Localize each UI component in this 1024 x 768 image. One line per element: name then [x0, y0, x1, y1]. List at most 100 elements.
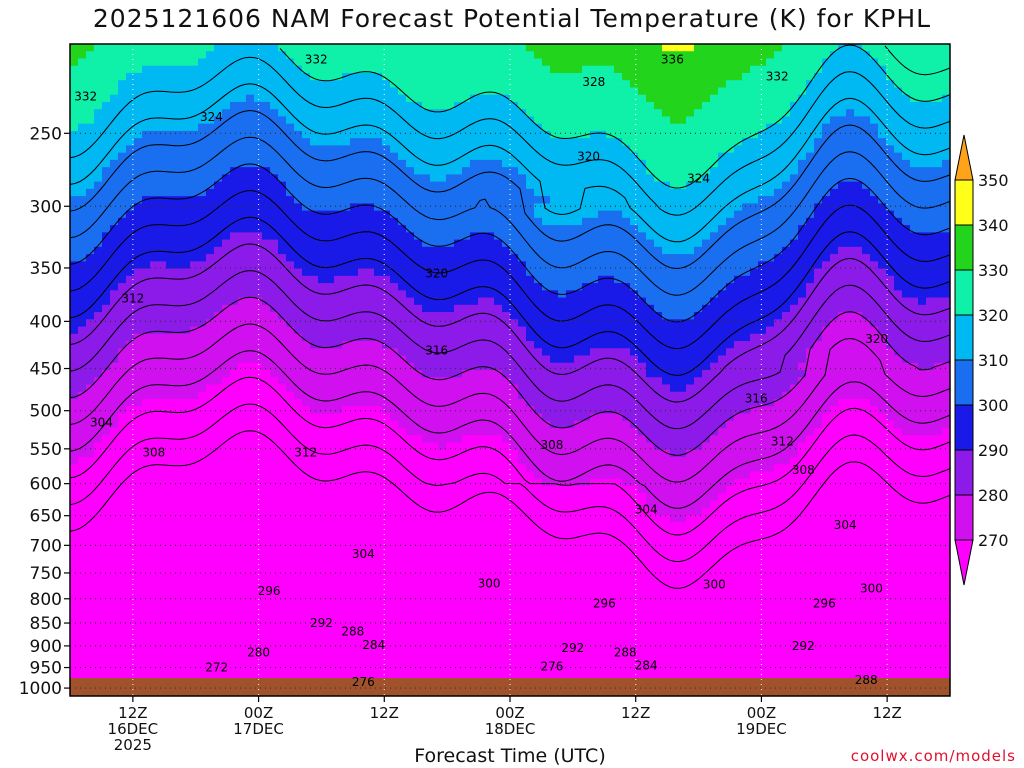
- band-cell: [94, 174, 103, 183]
- band-cell: [454, 246, 463, 255]
- band-cell: [406, 101, 415, 110]
- band-cell: [78, 645, 87, 654]
- band-cell: [374, 304, 383, 313]
- band-cell: [494, 80, 503, 89]
- band-cell: [70, 159, 79, 168]
- band-cell: [134, 551, 143, 559]
- band-cell: [326, 159, 335, 168]
- band-cell: [142, 572, 151, 581]
- band-cell: [278, 304, 287, 313]
- band-cell: [142, 268, 151, 277]
- band-cell: [358, 435, 367, 444]
- band-cell: [494, 254, 503, 262]
- band-cell: [438, 623, 447, 632]
- band-cell: [350, 130, 359, 139]
- band-cell: [230, 333, 239, 342]
- band-cell: [118, 312, 127, 320]
- band-cell: [350, 44, 359, 52]
- band-cell: [358, 601, 367, 610]
- band-cell: [446, 196, 455, 204]
- band-cell: [150, 507, 159, 516]
- band-cell: [382, 109, 391, 118]
- band-cell: [302, 529, 311, 538]
- band-cell: [190, 319, 199, 328]
- band-cell: [214, 210, 223, 219]
- band-cell: [182, 398, 191, 407]
- band-cell: [502, 500, 511, 509]
- band-cell: [406, 203, 415, 212]
- band-cell: [206, 667, 215, 675]
- band-cell: [294, 275, 303, 284]
- band-cell: [166, 609, 175, 617]
- band-cell: [310, 493, 319, 501]
- band-cell: [190, 616, 199, 625]
- band-cell: [158, 116, 167, 125]
- band-cell: [326, 413, 335, 422]
- band-cell: [78, 413, 87, 422]
- band-cell: [382, 333, 391, 342]
- band-cell: [86, 522, 95, 530]
- band-cell: [110, 384, 119, 393]
- band-cell: [310, 87, 319, 96]
- band-cell: [150, 261, 159, 270]
- band-cell: [486, 370, 495, 378]
- band-cell: [174, 493, 183, 501]
- band-cell: [374, 181, 383, 190]
- band-cell: [454, 44, 463, 52]
- band-cell: [190, 188, 199, 197]
- band-cell: [94, 638, 103, 646]
- band-cell: [470, 232, 479, 241]
- band-cell: [126, 449, 135, 458]
- band-cell: [158, 312, 167, 320]
- band-cell: [358, 268, 367, 277]
- band-cell: [134, 406, 143, 415]
- band-cell: [334, 522, 343, 530]
- band-cell: [86, 485, 95, 494]
- band-cell: [262, 638, 271, 646]
- band-cell: [494, 58, 503, 67]
- band-cell: [222, 94, 231, 103]
- band-cell: [182, 456, 191, 465]
- band-cell: [454, 341, 463, 349]
- band-cell: [406, 254, 415, 262]
- band-cell: [166, 645, 175, 654]
- band-cell: [342, 630, 351, 639]
- band-cell: [182, 623, 191, 632]
- band-cell: [398, 420, 407, 429]
- band-cell: [446, 210, 455, 219]
- band-cell: [454, 254, 463, 262]
- band-cell: [198, 638, 207, 646]
- band-cell: [470, 398, 479, 407]
- band-cell: [230, 398, 239, 407]
- band-cell: [478, 297, 487, 306]
- band-cell: [214, 645, 223, 654]
- band-cell: [342, 188, 351, 197]
- band-cell: [270, 275, 279, 284]
- band-cell: [342, 58, 351, 67]
- band-cell: [206, 80, 215, 89]
- band-cell: [294, 420, 303, 429]
- band-cell: [182, 601, 191, 610]
- band-cell: [150, 514, 159, 523]
- band-cell: [326, 384, 335, 393]
- band-cell: [454, 304, 463, 313]
- band-cell: [382, 268, 391, 277]
- band-cell: [134, 203, 143, 212]
- band-cell: [390, 551, 399, 559]
- band-cell: [486, 427, 495, 436]
- band-cell: [454, 587, 463, 596]
- band-cell: [70, 572, 79, 581]
- band-cell: [486, 283, 495, 291]
- band-cell: [334, 638, 343, 646]
- band-cell: [390, 565, 399, 574]
- band-cell: [86, 609, 95, 617]
- band-cell: [358, 167, 367, 175]
- band-cell: [502, 391, 511, 400]
- band-cell: [222, 72, 231, 81]
- band-cell: [342, 594, 351, 603]
- band-cell: [478, 456, 487, 465]
- band-cell: [462, 348, 471, 357]
- band-cell: [438, 116, 447, 125]
- band-cell: [302, 246, 311, 255]
- band-cell: [494, 659, 503, 668]
